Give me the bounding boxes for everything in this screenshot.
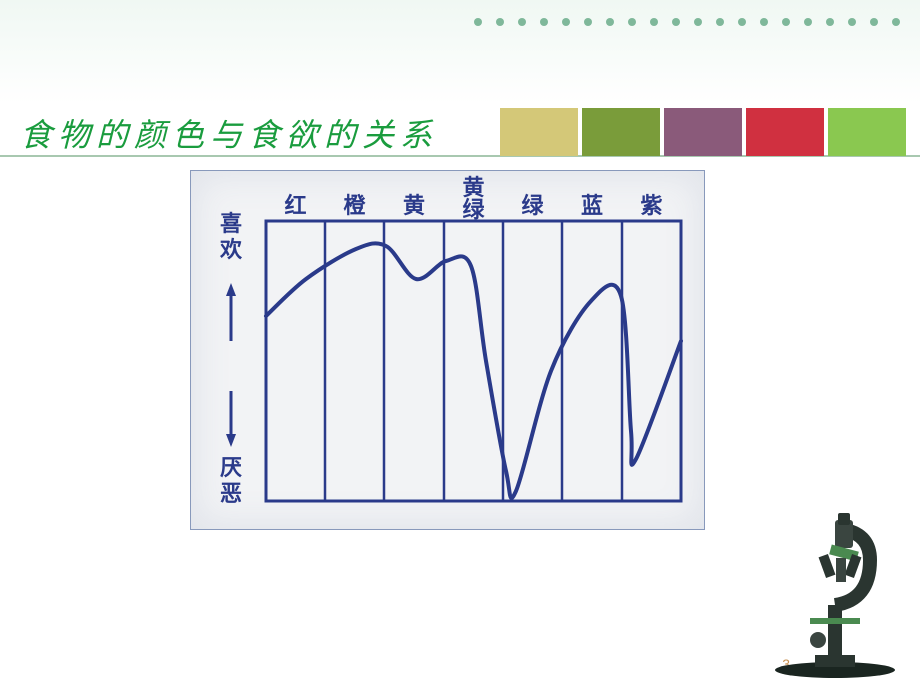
dot (606, 18, 614, 26)
dot (628, 18, 636, 26)
svg-text:绿: 绿 (521, 193, 544, 218)
dot (540, 18, 548, 26)
chart-container: 红橙黄黄绿绿蓝紫喜欢厌恶 (190, 170, 705, 530)
svg-text:欢: 欢 (219, 237, 243, 262)
dot (496, 18, 504, 26)
dot (518, 18, 526, 26)
dot (584, 18, 592, 26)
dot (672, 18, 680, 26)
decorative-dots (474, 18, 900, 26)
svg-text:橙: 橙 (343, 193, 366, 218)
svg-text:红: 红 (284, 193, 306, 218)
dot (474, 18, 482, 26)
thumbnail (664, 108, 742, 156)
dot (782, 18, 790, 26)
dot (848, 18, 856, 26)
page-title: 食物的颜色与食欲的关系 (20, 110, 438, 156)
svg-text:厌: 厌 (220, 455, 242, 480)
dot (892, 18, 900, 26)
dot (804, 18, 812, 26)
thumbnail (500, 108, 578, 156)
svg-text:紫: 紫 (640, 193, 662, 218)
svg-text:蓝: 蓝 (581, 193, 603, 218)
svg-text:恶: 恶 (220, 481, 242, 506)
dot (716, 18, 724, 26)
chart-svg: 红橙黄黄绿绿蓝紫喜欢厌恶 (191, 171, 706, 531)
svg-text:喜: 喜 (220, 211, 242, 236)
dot (694, 18, 702, 26)
thumbnail (828, 108, 906, 156)
svg-text:绿: 绿 (462, 197, 485, 222)
dot (562, 18, 570, 26)
dot (760, 18, 768, 26)
thumbnail (746, 108, 824, 156)
microscope-icon (760, 510, 910, 680)
thumbnail (582, 108, 660, 156)
svg-text:黄: 黄 (403, 193, 425, 218)
dot (650, 18, 658, 26)
dot (738, 18, 746, 26)
dot (826, 18, 834, 26)
thumbnail-strip (500, 108, 906, 156)
dot (870, 18, 878, 26)
